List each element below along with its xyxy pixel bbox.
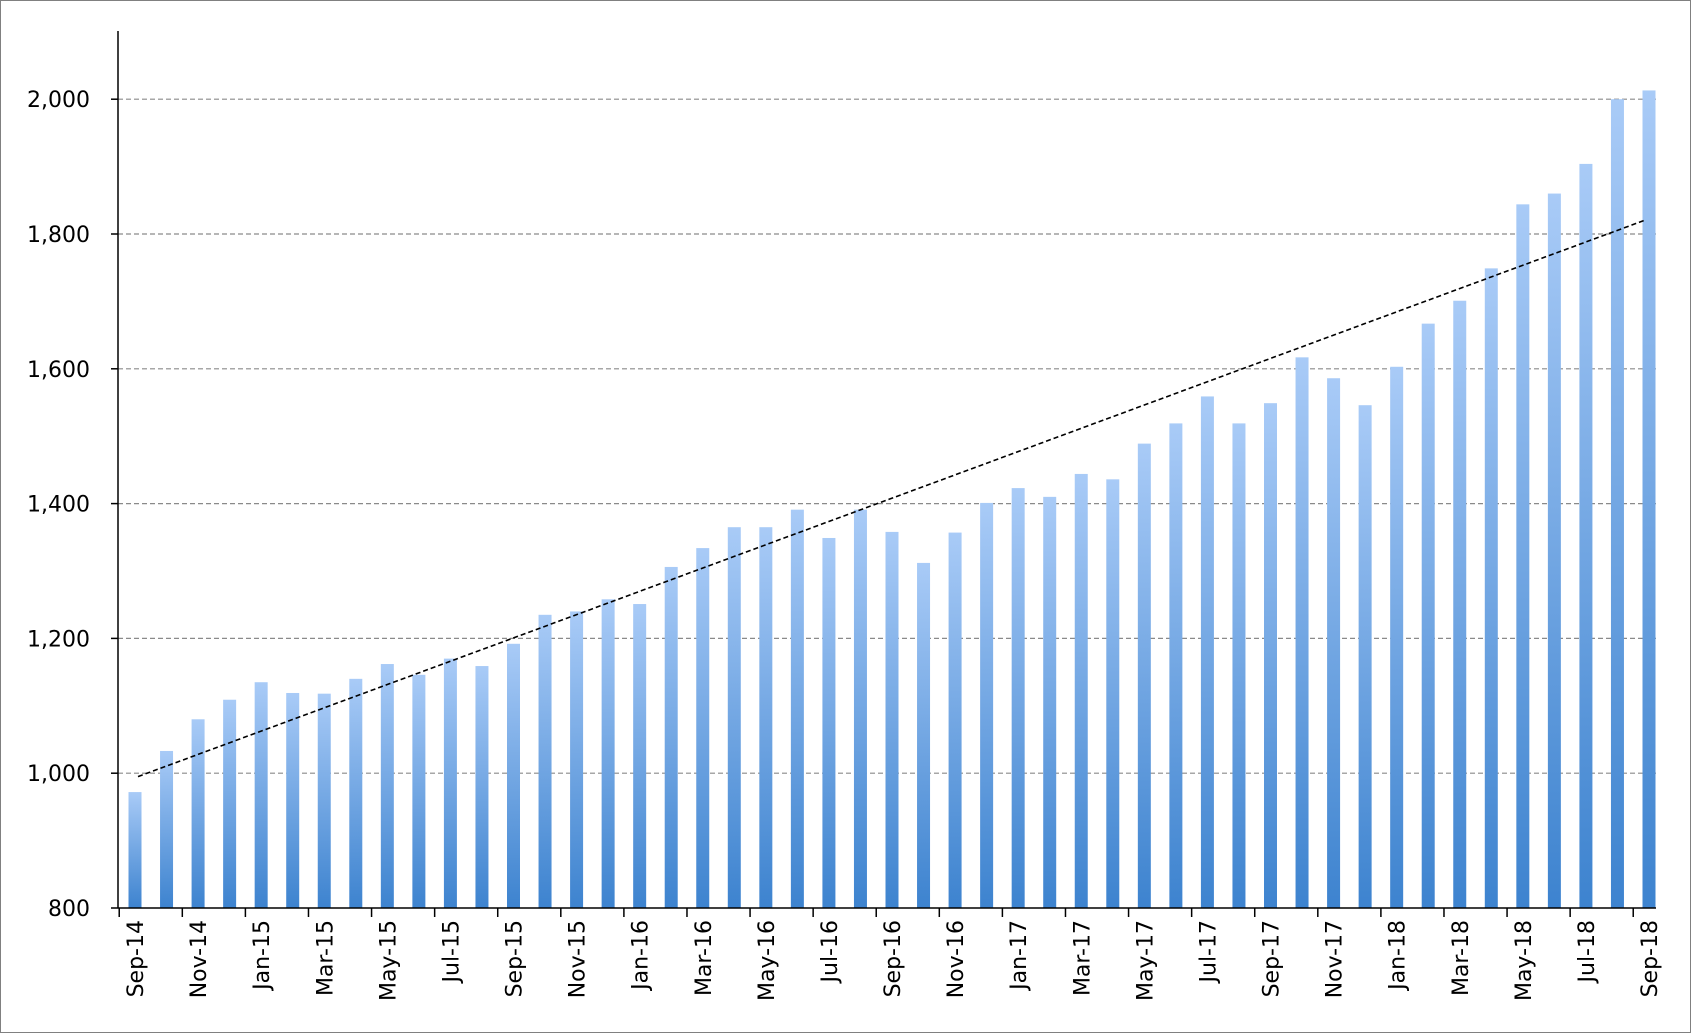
bar (317, 693, 331, 908)
bars (128, 90, 1656, 909)
bar (1169, 423, 1183, 908)
x-tick-label: Mar-17 (1070, 920, 1095, 996)
bar (160, 750, 174, 908)
bar (1453, 300, 1467, 908)
bar (917, 562, 931, 908)
bar (1043, 496, 1057, 908)
x-tick-label: Mar-18 (1449, 920, 1474, 996)
bar (1295, 357, 1309, 908)
bar (475, 666, 489, 908)
bar (223, 699, 237, 908)
x-tick-label: Jul-16 (818, 920, 843, 984)
bar (980, 502, 994, 908)
bar (443, 658, 457, 908)
y-tick-label: 1,400 (27, 493, 90, 518)
bar (1106, 479, 1120, 908)
bar (1137, 443, 1151, 908)
bar (1074, 473, 1088, 908)
bar (1547, 193, 1561, 908)
x-tick-label: Jan-18 (1386, 920, 1411, 992)
x-tick-label: Nov-14 (187, 920, 212, 998)
x-tick-label: May-15 (376, 920, 401, 1001)
bar (1421, 323, 1435, 909)
y-tick-label: 1,000 (27, 762, 90, 787)
trendline-group (137, 219, 1645, 778)
bar (1327, 378, 1341, 909)
y-tick-label: 1,200 (27, 627, 90, 652)
bar (286, 692, 300, 908)
x-tick-label: Sep-15 (503, 920, 528, 997)
bar (191, 719, 205, 908)
bar (380, 664, 394, 908)
trendline (137, 219, 1645, 778)
x-tick-label: Jan-15 (250, 920, 275, 992)
y-tick-label: 1,600 (27, 358, 90, 383)
x-tick-label: Sep-18 (1638, 920, 1663, 997)
bar (822, 537, 836, 908)
x-tick-label: May-17 (1133, 920, 1158, 1001)
x-tick-label: May-16 (755, 920, 780, 1001)
x-tick-label: Sep-17 (1260, 920, 1285, 997)
x-tick-label: Jul-17 (1196, 920, 1221, 984)
bar (1484, 268, 1498, 908)
bar (664, 566, 678, 908)
x-tick-label: Nov-15 (566, 920, 591, 998)
bar (507, 643, 520, 908)
x-tick-label: Sep-14 (124, 920, 149, 997)
bar (633, 604, 647, 908)
x-tick-label: Mar-16 (692, 920, 717, 996)
y-tick-labels: 800 1,000 1,200 1,400 1,600 1,800 2,000 (27, 88, 90, 922)
x-tick-label: Jan-16 (629, 920, 654, 992)
bar (1579, 163, 1593, 909)
x-tick-labels: Sep-14 Nov-14 Jan-15 Mar-15 May-15 Jul-15 Sep-… (124, 920, 1663, 1001)
y-tick-label: 1,800 (27, 223, 90, 248)
x-tick-label: Jul-18 (1575, 920, 1600, 984)
bar (1642, 90, 1656, 909)
x-tick-label: Jan-17 (1007, 920, 1032, 992)
y-tick-label: 2,000 (27, 88, 90, 113)
bar (1358, 405, 1372, 908)
bar (1011, 488, 1025, 908)
bar (349, 678, 363, 908)
bar (570, 611, 584, 908)
x-tick-label: Sep-16 (881, 920, 906, 997)
bar (601, 599, 615, 908)
bar (885, 531, 899, 908)
x-tick-label: Nov-16 (944, 920, 969, 998)
bar (1610, 99, 1624, 908)
bar (254, 682, 268, 908)
bar (1264, 403, 1277, 908)
bar (790, 509, 804, 908)
x-tick-label: Jul-15 (439, 920, 464, 984)
bar (412, 674, 426, 908)
bar (759, 527, 773, 908)
bar (128, 792, 142, 908)
x-tick-label: May-18 (1512, 920, 1537, 1001)
bar (948, 532, 962, 908)
bar (1516, 204, 1530, 908)
y-tick-label: 800 (48, 897, 90, 922)
bar (538, 614, 552, 908)
bar (853, 509, 867, 908)
x-tick-label: Nov-17 (1323, 920, 1348, 998)
bar (1232, 423, 1246, 908)
bar (727, 527, 741, 908)
bar (696, 548, 710, 908)
bar (1200, 396, 1214, 908)
x-tick-label: Mar-15 (313, 920, 338, 996)
axes (111, 31, 1656, 917)
bar (1390, 366, 1404, 908)
